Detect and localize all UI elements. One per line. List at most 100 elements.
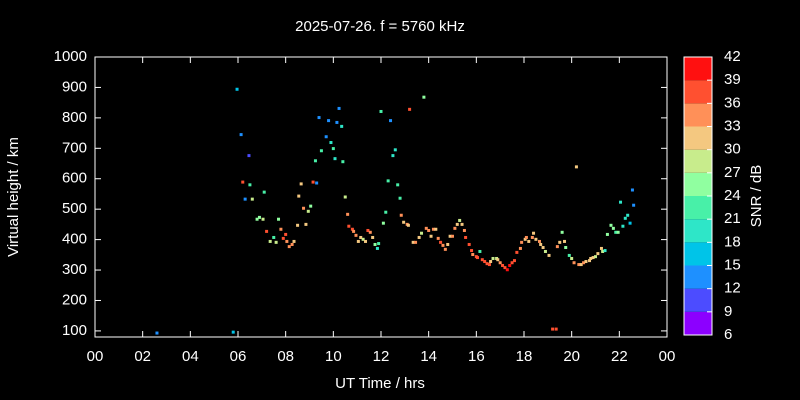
data-point xyxy=(341,160,345,164)
x-tick-label: 06 xyxy=(230,348,247,365)
data-point xyxy=(572,261,576,265)
data-point xyxy=(614,230,618,234)
data-point xyxy=(379,109,383,113)
colorbar-tick-label: 42 xyxy=(724,48,741,65)
data-point xyxy=(547,253,551,257)
data-point xyxy=(441,243,445,247)
data-point xyxy=(505,268,509,272)
data-point xyxy=(596,252,600,256)
y-tick-label: 900 xyxy=(62,78,87,95)
data-point xyxy=(393,148,397,152)
data-point xyxy=(331,147,335,151)
data-point xyxy=(420,231,424,235)
data-point xyxy=(281,236,285,240)
data-point xyxy=(591,256,595,260)
colorbar-tick-label: 12 xyxy=(724,280,741,297)
data-point xyxy=(534,237,538,241)
y-axis-label: Virtual height / km xyxy=(5,137,22,257)
data-point xyxy=(268,239,272,243)
data-point xyxy=(346,212,350,216)
data-point xyxy=(231,330,235,334)
data-point xyxy=(337,106,341,110)
data-point xyxy=(429,234,433,238)
data-point xyxy=(594,255,597,259)
data-point xyxy=(309,204,313,208)
data-point xyxy=(368,230,372,234)
x-tick-label: 00 xyxy=(659,348,676,365)
data-point xyxy=(532,231,536,235)
data-point xyxy=(284,232,288,236)
data-point xyxy=(398,196,402,200)
data-point xyxy=(520,240,524,244)
colorbar-swatch xyxy=(684,219,712,243)
data-point xyxy=(261,217,265,221)
data-point xyxy=(579,263,583,267)
data-point xyxy=(451,234,454,238)
data-point xyxy=(530,235,534,239)
data-point xyxy=(564,246,568,250)
data-point xyxy=(567,253,571,257)
colorbar-tick-label: 33 xyxy=(724,117,741,134)
y-tick-label: 800 xyxy=(62,109,87,126)
data-point xyxy=(431,227,435,231)
colorbar-swatch xyxy=(684,126,712,150)
y-tick-label: 200 xyxy=(62,291,87,308)
data-point xyxy=(630,188,634,192)
data-point xyxy=(299,182,303,186)
colorbar-tick-label: 36 xyxy=(724,94,741,111)
data-point xyxy=(402,220,406,224)
y-tick-label: 100 xyxy=(62,322,87,339)
data-point xyxy=(411,240,415,244)
data-point xyxy=(285,239,289,243)
data-point xyxy=(347,224,351,228)
data-point xyxy=(386,179,390,183)
x-tick-label: 02 xyxy=(134,348,151,365)
data-point xyxy=(503,266,507,270)
data-point xyxy=(350,227,354,231)
data-point xyxy=(408,107,412,111)
data-point xyxy=(478,249,482,253)
data-point xyxy=(422,95,426,99)
data-point xyxy=(491,256,495,260)
x-tick-label: 16 xyxy=(468,348,485,365)
data-point xyxy=(485,262,489,266)
data-point xyxy=(272,235,276,239)
data-point xyxy=(554,327,558,331)
data-point xyxy=(560,230,564,234)
x-tick-label: 08 xyxy=(277,348,294,365)
data-point xyxy=(616,230,620,234)
y-tick-label: 600 xyxy=(62,170,87,187)
data-point xyxy=(436,236,440,240)
data-point xyxy=(287,245,291,249)
data-point xyxy=(304,222,308,226)
data-point xyxy=(464,235,468,239)
data-point xyxy=(371,235,375,239)
data-point xyxy=(396,183,400,187)
data-point xyxy=(611,226,615,230)
data-point xyxy=(563,239,567,243)
data-point xyxy=(589,256,593,260)
colorbar-tick-label: 21 xyxy=(724,210,741,227)
data-point xyxy=(601,249,605,253)
data-point xyxy=(427,228,431,232)
data-point xyxy=(292,239,296,243)
data-point xyxy=(623,216,627,220)
data-point xyxy=(582,261,586,265)
data-point xyxy=(443,247,447,251)
data-point xyxy=(340,124,344,128)
data-point xyxy=(498,261,502,265)
data-point xyxy=(599,246,603,250)
data-point xyxy=(584,260,588,264)
data-point xyxy=(324,135,328,139)
data-point xyxy=(439,240,443,244)
data-point xyxy=(577,263,581,267)
data-point xyxy=(458,218,462,222)
data-point xyxy=(317,116,321,120)
colorbar-swatch xyxy=(684,103,712,127)
colorbar-tick-label: 39 xyxy=(724,71,741,88)
data-point xyxy=(247,154,251,158)
data-point xyxy=(406,223,410,227)
data-point xyxy=(155,331,159,335)
data-point xyxy=(248,183,252,187)
